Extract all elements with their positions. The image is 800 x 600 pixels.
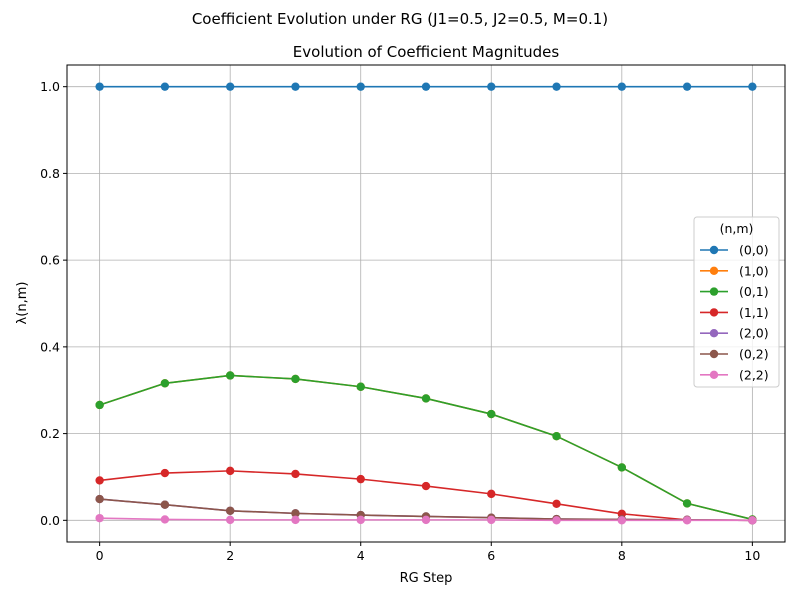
data-point bbox=[225, 371, 235, 380]
series-2-2 bbox=[95, 513, 757, 525]
data-point bbox=[95, 476, 104, 485]
data-point bbox=[225, 515, 235, 525]
data-point bbox=[95, 494, 104, 504]
axes-frame bbox=[66, 64, 786, 543]
x-axis-label: RG Step bbox=[400, 571, 453, 586]
series-0-1 bbox=[95, 371, 757, 524]
data-point bbox=[356, 515, 365, 525]
data-point bbox=[291, 515, 300, 525]
legend-marker bbox=[709, 349, 719, 359]
data-point bbox=[682, 82, 692, 91]
legend-item: (1,0) bbox=[700, 263, 769, 278]
data-point bbox=[291, 82, 300, 91]
y-tick-label: 1.0 bbox=[40, 79, 60, 94]
legend-label: (0,0) bbox=[739, 243, 769, 258]
data-point bbox=[160, 379, 170, 388]
legend-label: (2,2) bbox=[739, 367, 769, 382]
legend-title: (n,m) bbox=[720, 221, 754, 236]
y-tick-label: 0.8 bbox=[40, 166, 60, 181]
y-tick-label: 0.2 bbox=[40, 426, 60, 441]
data-point bbox=[421, 82, 431, 91]
data-point bbox=[617, 516, 627, 525]
data-point bbox=[160, 468, 170, 478]
legend-item: (0,1) bbox=[700, 284, 769, 299]
x-tick-label: 0 bbox=[96, 548, 104, 563]
data-point bbox=[552, 82, 561, 91]
data-point bbox=[421, 515, 431, 525]
data-point bbox=[225, 466, 235, 476]
legend-box bbox=[693, 216, 780, 388]
data-point bbox=[160, 82, 170, 91]
ticks: 0 2 4 6 8 10 0.0 0.2 0.4 0.6 0.8 1.0 bbox=[40, 79, 760, 563]
legend-marker bbox=[709, 287, 719, 296]
x-tick-label: 6 bbox=[487, 548, 495, 563]
legend-label: (0,1) bbox=[739, 284, 769, 299]
legend-label: (2,0) bbox=[739, 326, 769, 341]
data-point bbox=[748, 516, 757, 525]
data-point bbox=[356, 382, 365, 391]
data-point bbox=[225, 82, 235, 91]
y-axis-label: λ(n,m) bbox=[15, 282, 30, 325]
data-point bbox=[552, 499, 561, 509]
legend-item: (0,2) bbox=[700, 347, 769, 362]
data-point bbox=[617, 463, 627, 472]
x-tick-label: 8 bbox=[618, 548, 626, 563]
data-point bbox=[487, 515, 496, 525]
data-point bbox=[291, 374, 300, 384]
x-tick-label: 10 bbox=[744, 548, 760, 563]
data-point bbox=[421, 394, 431, 403]
legend-marker bbox=[709, 266, 719, 275]
legend-marker bbox=[709, 245, 719, 255]
x-tick-label: 2 bbox=[226, 548, 234, 563]
series-0-0 bbox=[95, 82, 757, 91]
legend-label: (1,0) bbox=[739, 263, 769, 278]
data-point bbox=[421, 481, 431, 491]
data-point bbox=[95, 400, 104, 410]
data-point bbox=[487, 489, 496, 499]
legend-marker bbox=[709, 308, 719, 317]
data-point bbox=[748, 82, 757, 91]
data-point bbox=[617, 82, 627, 91]
legend-item: (2,2) bbox=[700, 367, 769, 382]
figure-suptitle: Coefficient Evolution under RG (J1=0.5, … bbox=[192, 10, 608, 28]
data-point bbox=[487, 82, 496, 91]
legend-marker bbox=[709, 370, 719, 379]
data-point bbox=[682, 499, 692, 508]
legend-items: (0,0) (1,0) (0,1) (1,1) (2,0) (0,2) (2,2) bbox=[700, 243, 769, 382]
data-point bbox=[95, 513, 104, 523]
chart-title: Evolution of Coefficient Magnitudes bbox=[293, 43, 560, 61]
legend-item: (0,0) bbox=[700, 243, 769, 258]
data-point bbox=[291, 469, 300, 479]
data-point bbox=[487, 409, 496, 419]
x-tick-label: 4 bbox=[357, 548, 365, 563]
legend: (n,m) (0,0) (1,0) (0,1) (1,1) (2,0) (0,2) (2,2… bbox=[693, 216, 780, 388]
y-tick-label: 0.0 bbox=[40, 513, 60, 528]
legend-item: (1,1) bbox=[700, 305, 769, 320]
legend-label: (1,1) bbox=[739, 305, 769, 320]
legend-marker bbox=[709, 329, 719, 338]
data-point bbox=[552, 431, 561, 441]
data-point bbox=[225, 506, 235, 515]
data-point bbox=[291, 509, 300, 518]
legend-item: (2,0) bbox=[700, 326, 769, 341]
data-point bbox=[682, 516, 692, 525]
data-point bbox=[356, 82, 365, 91]
series-layer bbox=[95, 82, 757, 525]
data-point bbox=[552, 516, 561, 525]
y-tick-label: 0.4 bbox=[40, 339, 60, 354]
data-point bbox=[160, 515, 170, 524]
data-point bbox=[160, 500, 170, 509]
legend-label: (0,2) bbox=[739, 347, 769, 362]
data-point bbox=[356, 474, 365, 484]
data-point bbox=[95, 82, 104, 91]
y-tick-label: 0.6 bbox=[40, 253, 60, 268]
